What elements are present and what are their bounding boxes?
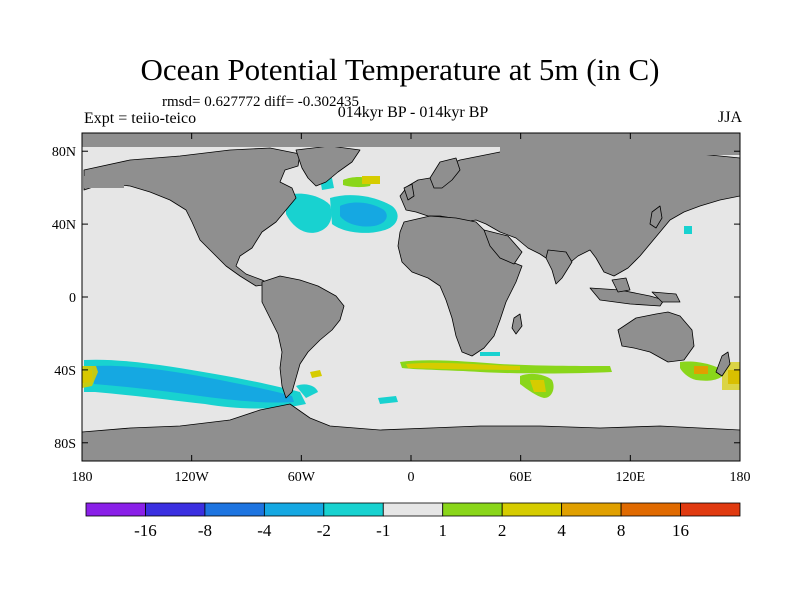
x-tick-label: 180 <box>730 470 751 485</box>
madagascar <box>511 313 523 335</box>
south-indian-cyan <box>480 352 500 356</box>
x-axis-ticks: 180 120W 60W 0 60E 120E 180 <box>72 133 751 485</box>
y-tick-label: 80N <box>52 145 76 160</box>
colorbar-label: 16 <box>672 521 689 540</box>
beaufort-ice <box>84 176 124 188</box>
new-guinea <box>651 291 681 303</box>
sea-ice-layer <box>82 133 740 460</box>
stats-text: rmsd= 0.627772 diff= -0.302435 <box>162 94 360 110</box>
colorbar-label: -2 <box>317 521 331 540</box>
siberia-ice <box>500 147 740 155</box>
colorbar-swatch <box>145 502 206 517</box>
y-tick-label: 40S <box>54 364 76 379</box>
colorbar-swatch <box>680 502 741 517</box>
colorbar-label: 4 <box>557 521 566 540</box>
colorbar-label: -4 <box>257 521 272 540</box>
colorbar-label: -16 <box>134 521 157 540</box>
colorbar-label: 8 <box>617 521 626 540</box>
south-atlantic-warm <box>310 370 322 378</box>
south-america <box>261 275 345 399</box>
southern-pacific-blue-core <box>92 365 294 403</box>
colorbar-label: -1 <box>376 521 390 540</box>
left-subtitle: Expt = teiio-teico <box>84 110 197 127</box>
colorbar-swatch <box>382 502 444 517</box>
x-tick-label: 180 <box>72 470 93 485</box>
colorbar-swatch <box>620 502 681 517</box>
ross-ice <box>84 440 104 460</box>
y-tick-label: 80S <box>54 437 76 452</box>
nordic-yellow <box>362 176 380 184</box>
colorbar-label: -8 <box>198 521 212 540</box>
colorbar-label: 2 <box>498 521 507 540</box>
arctic-ice-strip <box>82 133 740 147</box>
x-tick-label: 120W <box>175 470 210 485</box>
scandinavia <box>429 157 461 189</box>
colorbar: -16 -8 -4 -2 -1 1 2 4 8 16 <box>85 502 741 540</box>
colorbar-label: 1 <box>438 521 447 540</box>
x-tick-label: 0 <box>408 470 415 485</box>
y-axis-ticks: 80N 40N 0 40S 80S <box>52 145 740 452</box>
india <box>545 249 573 285</box>
south-atlantic-cyan <box>378 396 398 404</box>
x-tick-label: 60W <box>288 470 316 485</box>
south-pacific-yellow-edge <box>82 366 98 388</box>
antarctica <box>82 403 740 461</box>
japan <box>649 205 663 229</box>
british-isles <box>403 183 415 201</box>
patagonia-cyan <box>296 384 318 398</box>
colorbar-swatch <box>442 502 503 517</box>
x-tick-label: 120E <box>616 470 646 485</box>
greenland <box>295 145 361 187</box>
south-indian-yellow-band <box>406 362 520 370</box>
nw-atlantic-cyan <box>286 193 332 233</box>
borneo <box>611 277 631 293</box>
colorbar-swatch <box>85 502 146 517</box>
colorbar-swatch <box>561 502 622 517</box>
north-atlantic-blue <box>340 202 387 227</box>
arabia <box>483 229 523 265</box>
south-indian-yellow-patch <box>530 380 546 392</box>
chart-title: Ocean Potential Temperature at 5m (in C) <box>140 52 660 87</box>
colorbar-swatch <box>263 502 325 517</box>
y-tick-label: 40N <box>52 218 76 233</box>
hudson-ice <box>230 182 250 192</box>
new-zealand <box>715 351 731 377</box>
season-label: JJA <box>717 109 742 126</box>
australia <box>617 311 695 363</box>
anomaly-layer <box>82 176 740 409</box>
center-subtitle: 014kyr BP - 014kyr BP <box>337 104 489 121</box>
colorbar-swatch <box>501 502 563 517</box>
kuroshio-cyan-2 <box>684 226 692 234</box>
y-tick-label: 0 <box>69 291 76 306</box>
colorbar-swatch <box>323 502 384 517</box>
colorbar-swatch <box>204 502 265 517</box>
x-tick-label: 60E <box>509 470 532 485</box>
tasman-orange <box>694 366 708 374</box>
